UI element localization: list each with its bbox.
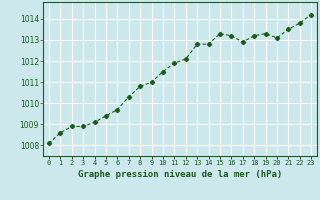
X-axis label: Graphe pression niveau de la mer (hPa): Graphe pression niveau de la mer (hPa) (78, 170, 282, 179)
